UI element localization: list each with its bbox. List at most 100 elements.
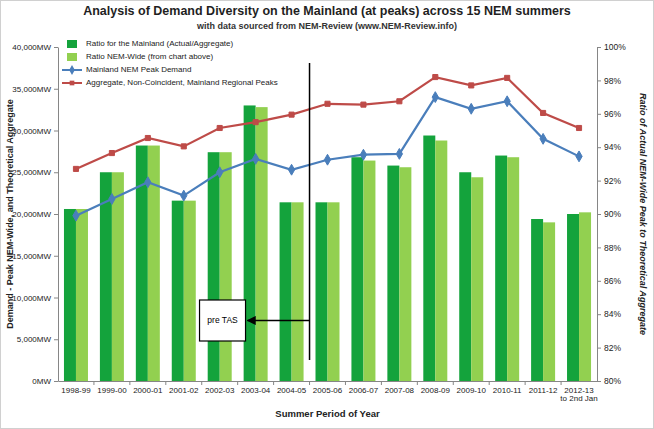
marker — [576, 125, 581, 130]
category-separator — [561, 381, 562, 385]
tick-label: 90% — [604, 209, 621, 219]
tick-label: 82% — [604, 343, 621, 353]
marker — [73, 166, 78, 171]
tick-mark — [597, 314, 601, 315]
tick-label: 15,000MW — [12, 252, 51, 261]
annotation-arrow — [248, 320, 310, 321]
tick-mark — [597, 214, 601, 215]
annotation-box — [200, 300, 246, 341]
marker — [360, 149, 366, 160]
tick-mark — [54, 256, 58, 257]
bar — [363, 161, 375, 381]
tick-mark — [54, 172, 58, 173]
tick-mark — [597, 381, 601, 382]
marker — [109, 194, 115, 205]
bar — [387, 166, 399, 381]
tick-mark — [597, 348, 601, 349]
category-separator — [453, 381, 454, 385]
bar — [579, 212, 591, 381]
tick-label: 2000-01 — [133, 386, 163, 395]
marker — [540, 133, 546, 144]
tick-label: 2003-04 — [241, 386, 271, 395]
plot-area — [64, 75, 591, 381]
tick: 2006-07 — [349, 381, 379, 395]
tick-label: 2005-06 — [313, 386, 343, 395]
tick: 90% — [597, 209, 621, 219]
chart-container: Analysis of Demand Diversity on the Main… — [0, 0, 654, 429]
tick-mark — [54, 47, 58, 48]
marker — [109, 150, 114, 155]
tick-label: 100% — [604, 42, 626, 52]
tick-label: 98% — [604, 76, 621, 86]
bar — [435, 141, 447, 381]
tick-label: 2007-08 — [385, 386, 415, 395]
tick-label: 84% — [604, 309, 621, 319]
bar — [64, 209, 76, 381]
tick-label: 86% — [604, 276, 621, 286]
marker — [73, 210, 79, 221]
marker — [576, 151, 582, 162]
tick: 1999-00 — [97, 381, 127, 395]
divider-line — [309, 63, 311, 360]
category-separator — [201, 381, 202, 385]
chart-title: Analysis of Demand Diversity on the Main… — [83, 4, 571, 18]
legend-label: Mainland NEM Peak Demand — [86, 65, 191, 74]
tick-label: 40,000MW — [12, 43, 51, 52]
tick-label: 94% — [604, 142, 621, 152]
category-separator — [93, 381, 94, 385]
annotation: pre TAS — [200, 63, 310, 360]
bar — [76, 209, 88, 381]
tick: 30,000MW — [12, 127, 58, 136]
x-axis: 1998-991999-002000-012001-022002-032003-… — [59, 381, 598, 403]
line — [76, 77, 579, 169]
tick: 82% — [597, 343, 621, 353]
marker — [469, 83, 474, 88]
tick: 2004-05 — [277, 381, 307, 395]
marker — [325, 101, 330, 106]
tick-label: 25,000MW — [12, 168, 51, 177]
tick-label: 1998-99 — [61, 386, 91, 395]
category-separator — [165, 381, 166, 385]
tick-label: 2004-05 — [277, 386, 307, 395]
marker — [217, 167, 223, 178]
tick: 0MW — [32, 377, 58, 386]
axis-line — [59, 381, 598, 382]
bar — [256, 107, 268, 381]
legend-label: Ratio NEM-Wide (from chart above) — [86, 52, 213, 61]
marker — [324, 154, 330, 165]
tick: 5,000MW — [17, 335, 58, 344]
bar — [399, 167, 411, 381]
tick: 2005-06 — [313, 381, 343, 395]
tick-mark — [597, 281, 601, 282]
tick-mark — [597, 147, 601, 148]
tick-label: 35,000MW — [12, 85, 51, 94]
marker — [253, 153, 259, 164]
tick: 88% — [597, 243, 621, 253]
tick: 98% — [597, 76, 621, 86]
bar — [292, 202, 304, 381]
legend-swatch — [67, 53, 77, 61]
tick: 20,000MW — [12, 210, 58, 219]
tick: 2003-04 — [241, 381, 271, 395]
tick-mark — [54, 214, 58, 215]
tick: 1998-99 — [61, 381, 91, 395]
tick-label: 96% — [604, 109, 621, 119]
bar — [328, 202, 340, 381]
bar — [567, 214, 579, 381]
marker — [505, 75, 510, 80]
marker — [181, 144, 186, 149]
y-axis-title: Demand - Peak NEM-Wide, and Theoretical … — [5, 99, 15, 329]
marker — [397, 99, 402, 104]
category-separator — [237, 381, 238, 385]
tick-label: 2011-12 — [529, 386, 558, 395]
marker — [145, 177, 151, 188]
tick: 84% — [597, 309, 621, 319]
tick-label: 20,000MW — [12, 210, 51, 219]
tick: 2001-02 — [169, 381, 199, 395]
tick-mark — [597, 247, 601, 248]
tick-label: 2010-11 — [493, 386, 522, 395]
tick-mark — [597, 181, 601, 182]
tick: 2009-10 — [457, 381, 487, 395]
tick-label: 0MW — [32, 377, 51, 386]
marker — [433, 75, 438, 80]
